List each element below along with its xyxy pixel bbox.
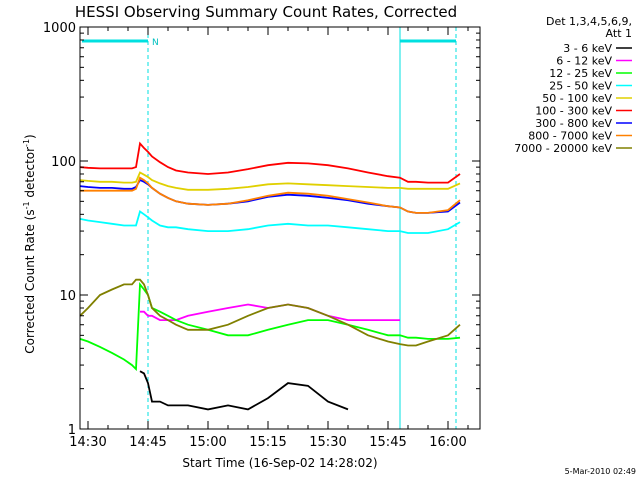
night-marker-label: N: [152, 38, 159, 48]
y-tick-label: 1: [68, 423, 76, 438]
svg-text:Corrected Count Rate (s-1 dete: Corrected Count Rate (s-1 detector-1): [22, 134, 37, 353]
y-tick-label: 100: [51, 155, 76, 170]
x-tick-label: 14:30: [69, 435, 106, 450]
legend-header-1: Det 1,3,4,5,6,9,: [546, 15, 632, 28]
legend-header-2: Att 1: [606, 27, 632, 40]
legend-entry-label: 50 - 100 keV: [542, 92, 612, 105]
x-tick-label: 15:15: [249, 435, 286, 450]
chart-title: HESSI Observing Summary Count Rates, Cor…: [75, 3, 457, 21]
legend-entry-label: 300 - 800 keV: [535, 117, 612, 130]
legend-entry-label: 100 - 300 keV: [535, 105, 612, 118]
x-tick-label: 15:00: [189, 435, 226, 450]
timestamp: 5-Mar-2010 02:49: [565, 467, 636, 476]
y-tick-label: 1000: [43, 21, 76, 36]
series-line-8: [79, 278, 461, 347]
y-axis-label-sup2: -1: [22, 139, 31, 147]
legend-entry-label: 12 - 25 keV: [549, 67, 612, 80]
series-line-4: [79, 171, 461, 191]
series-line-2: [79, 281, 461, 372]
y-axis-label-end: ): [23, 134, 37, 139]
y-axis-label: Corrected Count Rate (s-1 detector-1): [22, 134, 37, 353]
legend-entry-label: 3 - 6 keV: [563, 42, 612, 55]
series-line-1: [140, 303, 400, 321]
y-axis-label-mid: detector: [23, 147, 37, 202]
x-tick-label: 15:45: [369, 435, 406, 450]
y-axis-label-text: Corrected Count Rate (s: [23, 209, 37, 353]
y-axis-label-sup1: -1: [22, 201, 31, 209]
x-tick-label: 15:30: [309, 435, 346, 450]
series-line-3: [79, 210, 461, 234]
plot-frame: [79, 26, 481, 430]
series-line-5: [79, 141, 461, 184]
legend-entry-label: 6 - 12 keV: [556, 55, 612, 68]
legend-entry-label: 25 - 50 keV: [549, 80, 612, 93]
series-line-7: [80, 176, 461, 214]
x-tick-label: 14:45: [129, 435, 166, 450]
series-line-0: [139, 370, 349, 411]
legend-entry-label: 7000 - 20000 keV: [514, 142, 612, 155]
x-axis-label: Start Time (16-Sep-02 14:28:02): [182, 456, 377, 470]
x-tick-label: 16:00: [429, 435, 466, 450]
y-tick-label: 10: [59, 289, 76, 304]
legend-entry-label: 800 - 7000 keV: [528, 130, 612, 143]
